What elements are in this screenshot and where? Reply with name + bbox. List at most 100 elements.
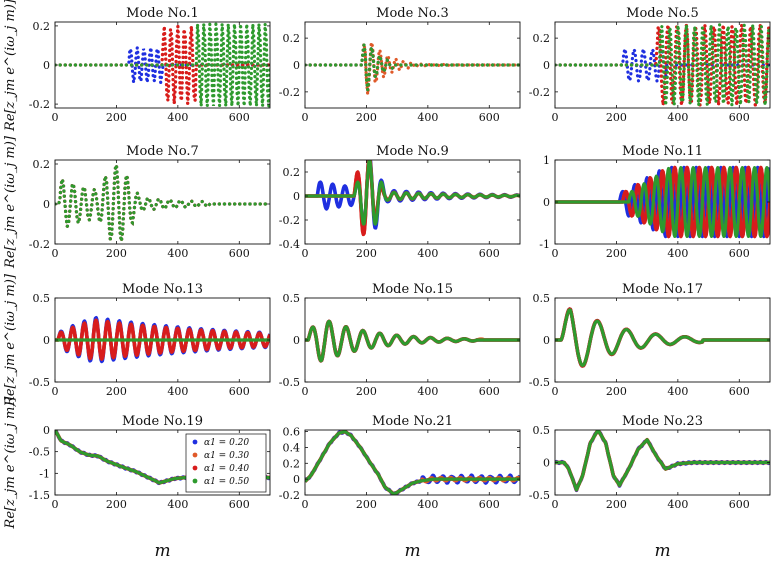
y-tick-label: 0 [543,457,550,470]
x-tick-label: 0 [52,111,59,124]
x-tick-label: 600 [479,385,500,398]
y-axis-label: Re[z_jm e^(iω_j m)] [3,396,18,530]
series-1-line [305,160,520,230]
subplot-9: Mode No.170 200 400 600-0.500.5 [529,282,771,398]
data-layer [305,42,520,95]
x-axis-label: m [154,541,170,561]
y-tick-label: 0 [293,334,300,347]
subplot-title: Mode No.1 [126,6,199,21]
series-3-points [305,44,520,91]
y-tick-label: -0.2 [529,86,550,99]
x-tick-label: 200 [606,498,627,511]
y-axis-label: Re[z_jm e^(iω_j m)] [3,0,18,132]
y-tick-label: -0.5 [529,376,550,389]
x-tick-label: 200 [606,385,627,398]
x-tick-label: 200 [606,247,627,260]
x-tick-label: 0 [552,498,559,511]
y-tick-label: 0 [43,59,50,72]
series-4-points [305,44,520,91]
subplot-title: Mode No.5 [626,6,699,21]
subplot-title: Mode No.17 [622,282,703,297]
data-layer [305,430,520,495]
x-tick-label: 600 [729,385,750,398]
subplot-title: Mode No.11 [622,144,703,159]
subplot-3: Mode No.50 200 400 600-0.200.2 [529,6,771,124]
y-tick-label: -0.4 [279,238,300,251]
subplot-title: Mode No.9 [376,144,449,159]
y-tick-label: 0.5 [533,424,551,437]
x-tick-label: 400 [417,498,438,511]
subplot-title: Mode No.13 [122,282,203,297]
y-axis-label: Re[z_jm e^(iω_j m)] [3,273,18,407]
series-3-points [55,164,270,244]
y-tick-label: -0.2 [279,86,300,99]
y-tick-label: 0 [293,59,300,72]
series-4-line [305,160,520,226]
x-tick-label: 0 [52,247,59,260]
x-tick-label: 0 [552,385,559,398]
series-2-points [55,164,270,244]
x-tick-label: 400 [417,385,438,398]
y-tick-label: -1.5 [29,489,50,502]
legend-marker [192,465,198,471]
subplot-7: Mode No.130 200 400 600-0.500.5Re[z_jm e^(i… [3,273,271,407]
y-tick-label: -0.5 [29,446,50,459]
y-tick-label: 0 [43,424,50,437]
legend-box [185,433,267,493]
y-tick-label: 0.5 [283,292,301,305]
x-tick-label: 0 [302,111,309,124]
x-tick-label: 600 [729,247,750,260]
legend-entry: α1 = 0.30 [204,451,249,461]
series-4-line [305,319,520,363]
series-1-points [305,44,520,91]
x-tick-label: 600 [229,498,250,511]
y-tick-label: -1 [39,467,50,480]
data-layer [555,307,770,368]
x-tick-label: 0 [52,498,59,511]
y-tick-label: 0.2 [33,158,51,171]
y-tick-label: 0.2 [33,20,51,33]
y-tick-label: -0.5 [279,376,300,389]
x-tick-label: 600 [479,247,500,260]
x-tick-label: 200 [106,498,127,511]
series-4-line [555,308,770,367]
y-tick-label: 0.2 [283,32,301,45]
data-layer [555,165,770,239]
y-tick-label: 0 [293,190,300,203]
subplot-title: Mode No.23 [622,414,703,429]
x-tick-label: 600 [729,498,750,511]
axes-frame [304,429,521,496]
x-tick-label: 400 [167,111,188,124]
x-tick-label: 200 [356,498,377,511]
axes-frame [54,159,271,245]
x-tick-label: 200 [106,385,127,398]
subplot-title: Mode No.7 [126,144,199,159]
x-tick-label: 200 [356,111,377,124]
subplot-11: Mode No.210 200 400 600-0.200.20.40.6m [279,414,521,561]
legend-marker [192,439,198,445]
x-tick-label: 400 [167,498,188,511]
subplot-6: Mode No.110 200 400 600-101 [539,144,771,260]
series-4-line [555,430,770,492]
y-tick-label: 0.2 [283,457,301,470]
y-tick-label: 0 [43,334,50,347]
y-tick-label: 0.4 [283,441,301,454]
x-tick-label: 600 [479,498,500,511]
y-tick-label: 0 [43,198,50,211]
axes-frame [304,159,521,245]
x-tick-label: 600 [229,385,250,398]
x-tick-label: 0 [302,247,309,260]
series-4-points [555,22,770,108]
y-tick-label: 0.2 [283,166,301,179]
x-axis-label: m [404,541,420,561]
x-tick-label: 0 [302,385,309,398]
legend-entry: α1 = 0.50 [204,477,249,487]
data-layer [305,319,520,363]
data-layer [55,164,270,244]
y-tick-label: -0.5 [529,489,550,502]
legend-entry: α1 = 0.40 [204,464,249,474]
x-tick-label: 200 [106,247,127,260]
x-tick-label: 0 [552,247,559,260]
x-tick-label: 400 [167,385,188,398]
